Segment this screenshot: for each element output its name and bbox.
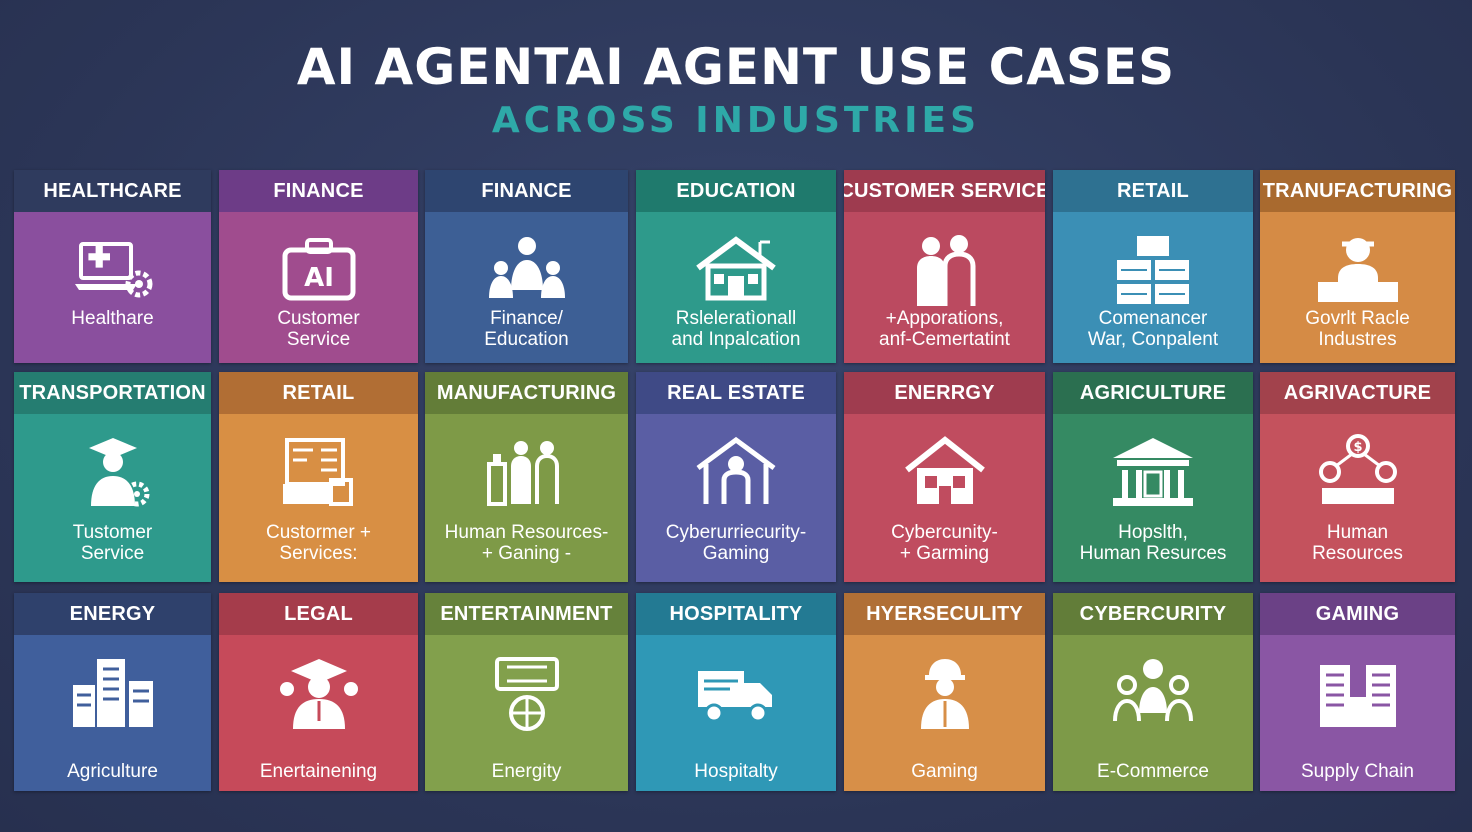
tile-label: Comenancer War, Conpalent — [1087, 308, 1219, 350]
industry-tile: RETAIL Custormer + Services: — [219, 372, 418, 582]
city-buildings-icon — [67, 655, 159, 733]
tile-header: CYBERCURITY — [1053, 593, 1253, 635]
ai-briefcase-icon: AI — [273, 232, 365, 310]
industry-tile: HOSPITALITY Hospitalty — [636, 593, 836, 791]
tile-label: +Apporations, anf-Cemertatint — [879, 308, 1010, 350]
laptop-medical-icon — [67, 232, 159, 310]
tile-label: Cyberurriecurity- Gaming — [665, 522, 807, 564]
tile-label: Tustomer Service — [72, 522, 153, 564]
team-people-icon — [1107, 655, 1199, 733]
page-subtitle: ACROSS INDUSTRIES — [491, 100, 981, 141]
svg-text:$: $ — [1353, 440, 1362, 455]
industry-tile: GAMING Supply Chain — [1260, 593, 1455, 791]
tile-header: ENERGY — [14, 593, 211, 635]
house-icon — [899, 434, 991, 512]
tile-label: Agriculture — [67, 761, 158, 782]
industry-tile: FINANCE Finance/ Education — [425, 170, 628, 363]
industry-tile: REAL ESTATE Cyberurriecurity- Gaming — [636, 372, 836, 582]
tile-label: Enertainening — [259, 761, 378, 782]
office-building-icon — [1312, 655, 1404, 733]
film-globe-icon — [481, 655, 573, 733]
industry-tile: EDUCATION Rsleleratìonall and Inpalcation — [636, 170, 836, 363]
tile-header: AGRICULTURE — [1053, 372, 1253, 414]
industry-tile: CUSTOMER SERVICE +Apporations, anf-Cemert… — [844, 170, 1045, 363]
tile-label: Rsleleratìonall and Inpalcation — [671, 308, 801, 350]
delivery-truck-icon — [690, 655, 782, 733]
page-title: AI AGENTAI AGENT USE CASES — [296, 38, 1176, 96]
industry-tile: MANUFACTURING Human Resources- + Ganing - — [425, 372, 628, 582]
industry-tile: LEGAL Enertainening — [219, 593, 418, 791]
tile-label: Human Resources — [1312, 522, 1403, 564]
industry-tile: ENTERTAINMENT Energity — [425, 593, 628, 791]
industry-tile: AGRIVACTURE $ Human Resources — [1260, 372, 1455, 582]
tile-label: Gaming — [911, 761, 978, 782]
industry-tile: CYBERCURITY E-Commerce — [1053, 593, 1253, 791]
svg-text:AI: AI — [304, 263, 334, 293]
industry-tile: RETAIL Comenancer War, Conpalent — [1053, 170, 1253, 363]
tile-header: FINANCE — [219, 170, 418, 212]
tile-header: TRANSPORTATION — [14, 372, 211, 414]
tile-header: ENERRGY — [844, 372, 1045, 414]
tile-header: AGRIVACTURE — [1260, 372, 1455, 414]
store-display-icon — [273, 434, 365, 512]
tile-header: HYERSECULITY — [844, 593, 1045, 635]
tile-header: RETAIL — [219, 372, 418, 414]
tile-header: FINANCE — [425, 170, 628, 212]
tile-header: HEALTHCARE — [14, 170, 211, 212]
stacked-boxes-icon — [1107, 232, 1199, 310]
tile-header: HOSPITALITY — [636, 593, 836, 635]
tile-label: Healthare — [71, 308, 154, 329]
tile-header: ENTERTAINMENT — [425, 593, 628, 635]
industry-tile: TRANSPORTATION Tustomer Service — [14, 372, 211, 582]
tile-label: Hospitalty — [694, 761, 778, 782]
tile-header: EDUCATION — [636, 170, 836, 212]
tile-label: Cybercunity- + Garming — [891, 522, 998, 564]
industry-tile: HYERSECULITY Gaming — [844, 593, 1045, 791]
worker-crates-icon — [1312, 232, 1404, 310]
school-house-icon — [690, 232, 782, 310]
tile-label: Customer Service — [277, 308, 360, 350]
industry-tile: ENERGY Agriculture — [14, 593, 211, 791]
graduate-gear-icon — [67, 434, 159, 512]
tile-label: Finance/ Education — [484, 308, 569, 350]
tile-label: Supply Chain — [1300, 761, 1415, 782]
industry-tile: HEALTHCARE Healthare — [14, 170, 211, 363]
tile-header: GAMING — [1260, 593, 1455, 635]
tile-label: E-Commerce — [1097, 761, 1209, 782]
industry-tile: ENERRGY Cybercunity- + Garming — [844, 372, 1045, 582]
tile-header: TRANUFACTURING — [1260, 170, 1455, 212]
tile-label: Human Resources- + Ganing - — [444, 522, 609, 564]
network-people-icon: $ — [1312, 434, 1404, 512]
hardhat-worker-icon — [899, 655, 991, 733]
industry-tile: AGRICULTURE Hopslth, Human Resurces — [1053, 372, 1253, 582]
industry-tile: FINANCE AI Customer Service — [219, 170, 418, 363]
tile-header: REAL ESTATE — [636, 372, 836, 414]
factory-workers-icon — [481, 434, 573, 512]
people-group-icon — [481, 232, 573, 310]
house-figure-icon — [690, 434, 782, 512]
tile-header: CUSTOMER SERVICE — [844, 170, 1045, 212]
industry-grid: HEALTHCARE Healthare FINANCE AI Customer Ser… — [14, 170, 1458, 792]
two-people-icon — [899, 232, 991, 310]
tile-label: Energity — [491, 761, 562, 782]
industry-tile: TRANUFACTURING Govrlt Racle Industres — [1260, 170, 1455, 363]
tile-header: RETAIL — [1053, 170, 1253, 212]
bank-building-icon — [1107, 434, 1199, 512]
tile-label: Custormer + Services: — [265, 522, 372, 564]
tile-label: Hopslth, Human Resurces — [1079, 522, 1227, 564]
tile-header: MANUFACTURING — [425, 372, 628, 414]
tile-label: Govrlt Racle Industres — [1305, 308, 1410, 350]
graduate-lawyer-icon — [273, 655, 365, 733]
tile-header: LEGAL — [219, 593, 418, 635]
